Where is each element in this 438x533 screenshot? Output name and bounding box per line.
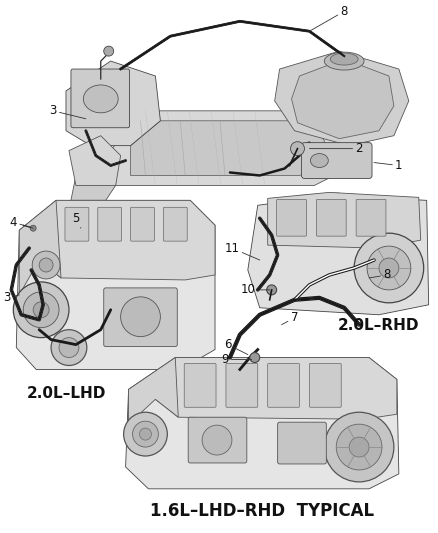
Polygon shape [292,59,394,139]
Polygon shape [129,358,178,424]
Circle shape [133,421,159,447]
Circle shape [290,142,304,156]
Circle shape [13,282,69,337]
FancyBboxPatch shape [316,199,346,236]
FancyBboxPatch shape [309,364,341,407]
Ellipse shape [330,53,358,65]
FancyBboxPatch shape [131,207,155,241]
Circle shape [51,330,87,366]
Ellipse shape [324,52,364,70]
Circle shape [39,258,53,272]
FancyBboxPatch shape [163,207,187,241]
Polygon shape [71,156,116,200]
Text: 2.0L–RHD: 2.0L–RHD [338,318,420,333]
Text: 7: 7 [282,311,298,325]
Circle shape [202,425,232,455]
Polygon shape [268,192,421,248]
Circle shape [349,437,369,457]
Polygon shape [248,196,429,315]
FancyBboxPatch shape [268,364,300,407]
Ellipse shape [311,154,328,167]
FancyBboxPatch shape [71,69,130,128]
FancyBboxPatch shape [277,199,307,236]
Circle shape [140,428,152,440]
Polygon shape [39,200,215,280]
Text: 8: 8 [309,5,348,31]
FancyBboxPatch shape [65,207,89,241]
Text: 3: 3 [49,104,86,119]
FancyBboxPatch shape [356,199,386,236]
FancyBboxPatch shape [278,422,326,464]
Text: 8: 8 [369,269,391,281]
Polygon shape [66,61,160,146]
Circle shape [250,352,260,362]
Text: 6: 6 [224,338,248,354]
Text: 1.6L–LHD–RHD  TYPICAL: 1.6L–LHD–RHD TYPICAL [150,502,374,520]
Circle shape [367,246,411,290]
Circle shape [324,412,394,482]
Circle shape [267,285,277,295]
Polygon shape [69,136,120,185]
Circle shape [379,258,399,278]
FancyBboxPatch shape [226,364,258,407]
FancyBboxPatch shape [98,207,122,241]
Circle shape [23,292,59,328]
Text: 11: 11 [224,241,260,260]
Text: 10: 10 [240,284,270,296]
Circle shape [59,337,79,358]
Text: 4: 4 [10,216,33,229]
FancyBboxPatch shape [184,364,216,407]
Circle shape [120,297,160,337]
Ellipse shape [83,85,118,113]
Text: 1: 1 [374,159,403,172]
Circle shape [104,46,114,56]
Circle shape [33,302,49,318]
Circle shape [124,412,167,456]
Polygon shape [19,200,61,295]
Text: 2: 2 [309,142,363,155]
FancyBboxPatch shape [188,417,247,463]
Circle shape [336,424,382,470]
Text: 3: 3 [4,292,19,304]
Circle shape [32,251,60,279]
Polygon shape [131,121,324,175]
Circle shape [30,225,36,231]
Text: 9: 9 [221,353,252,366]
FancyBboxPatch shape [301,143,372,179]
Text: 5: 5 [72,212,81,228]
Circle shape [354,233,424,303]
FancyBboxPatch shape [104,288,177,346]
Polygon shape [275,51,409,146]
Polygon shape [297,192,341,204]
Text: 2.0L–LHD: 2.0L–LHD [26,386,106,401]
Polygon shape [16,200,215,369]
Polygon shape [126,358,399,489]
Polygon shape [106,111,354,185]
Polygon shape [155,358,397,419]
